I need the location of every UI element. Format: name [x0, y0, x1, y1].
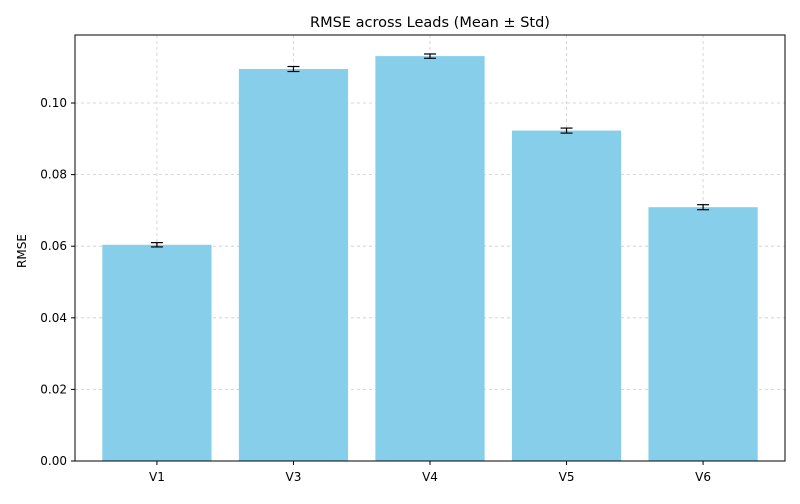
error-bars [150, 53, 710, 248]
x-tick-label-V5: V5 [559, 470, 575, 484]
x-tick-label-V6: V6 [695, 470, 711, 484]
x-tick-label-V4: V4 [422, 470, 438, 484]
axis-ticks: V1 V3 V4 V5 V6 0.00 0.02 0.04 0.06 0.08 0.10 [40, 96, 711, 484]
y-tick-label-1: 0.02 [40, 382, 67, 396]
bar-V6 [648, 207, 758, 461]
y-tick-label-0: 0.00 [40, 454, 67, 468]
y-tick-label-5: 0.10 [40, 96, 67, 110]
y-axis-label: RMSE [15, 234, 29, 268]
bar-V1 [102, 244, 212, 461]
y-tick-label-4: 0.08 [40, 168, 67, 182]
bar-V5 [511, 130, 622, 461]
y-tick-label-2: 0.04 [40, 311, 67, 325]
bar-V4 [375, 56, 485, 462]
chart-title: RMSE across Leads (Mean ± Std) [310, 15, 550, 31]
bar-V3 [238, 69, 349, 462]
x-tick-label-V1: V1 [149, 470, 165, 484]
bars [102, 56, 758, 462]
y-tick-label-3: 0.06 [40, 239, 67, 253]
x-tick-label-V3: V3 [286, 470, 302, 484]
